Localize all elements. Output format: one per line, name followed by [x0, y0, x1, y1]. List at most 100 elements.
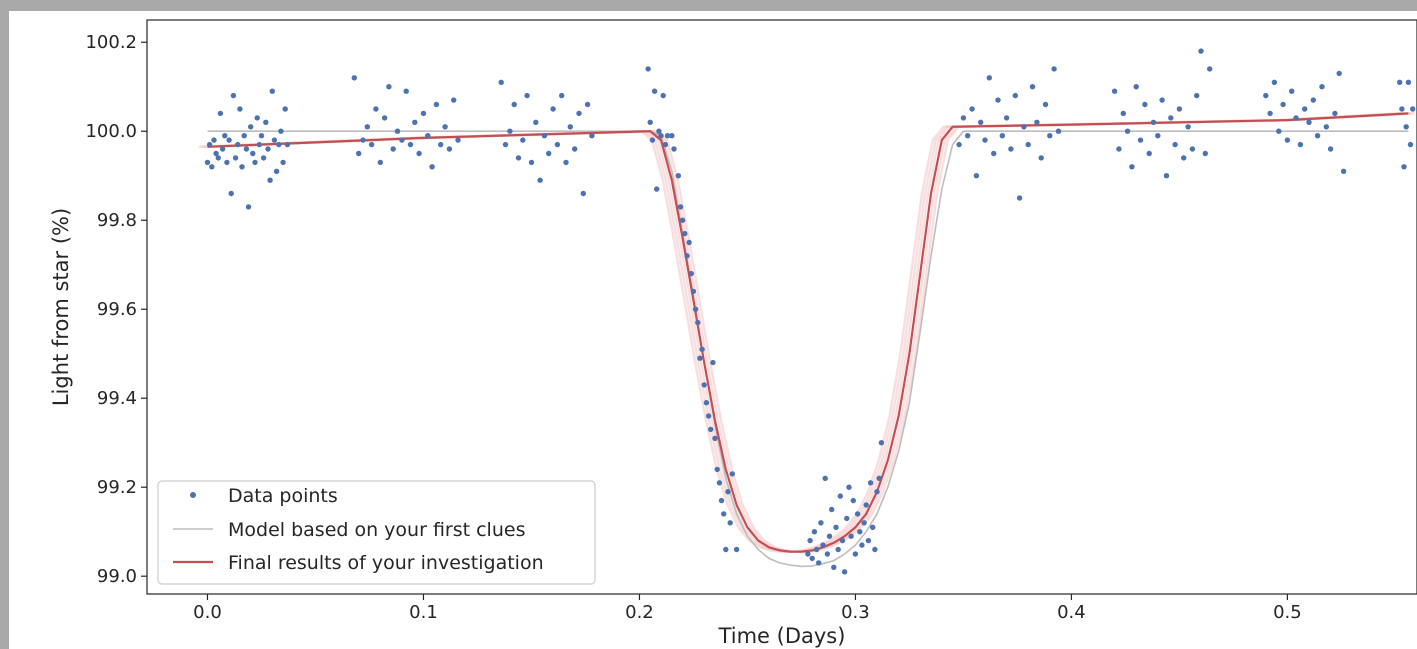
data-point [407, 141, 414, 148]
data-point [1038, 155, 1044, 161]
x-axis-ticks: 0.0 0.1 0.2 0.3 0.4 0.5 [193, 594, 1302, 623]
data-point [230, 92, 237, 99]
data-point [705, 413, 712, 419]
data-point [649, 137, 656, 143]
data-point [1008, 146, 1014, 152]
data-point [850, 497, 856, 504]
data-point [280, 159, 286, 166]
data-point [960, 115, 967, 121]
data-point [658, 133, 664, 139]
x-tick-label: 0.3 [841, 602, 870, 623]
data-point [271, 137, 278, 143]
data-point [507, 128, 513, 134]
data-point [811, 529, 818, 535]
data-point [1172, 141, 1178, 148]
data-point [498, 79, 504, 86]
data-point [511, 101, 517, 108]
data-point [647, 119, 653, 126]
data-point [813, 546, 820, 553]
data-point [1185, 124, 1191, 130]
data-point [718, 497, 725, 504]
data-point [1142, 101, 1148, 108]
data-point [1327, 146, 1334, 152]
data-point [1189, 146, 1196, 152]
data-point [537, 177, 543, 183]
data-point [258, 133, 265, 139]
data-point [1297, 141, 1304, 148]
data-point [256, 141, 262, 148]
data-point [861, 520, 867, 526]
data-point [956, 141, 962, 148]
data-point [969, 106, 975, 112]
legend-box [157, 480, 596, 585]
data-point [1034, 119, 1040, 126]
x-tick-label: 0.4 [1057, 602, 1086, 623]
data-point [835, 546, 841, 553]
data-point [833, 524, 839, 530]
data-point [876, 475, 882, 481]
data-point [1129, 164, 1135, 170]
data-point [1051, 66, 1057, 72]
data-point [1267, 110, 1273, 117]
legend-entry-label: Final results of your investigation [228, 552, 544, 574]
data-point [1289, 88, 1295, 94]
data-point [273, 168, 280, 174]
data-point [820, 542, 826, 548]
data-point [1181, 155, 1187, 161]
data-point [1319, 84, 1325, 90]
data-point [682, 230, 688, 237]
data-point [394, 128, 401, 134]
data-point [1263, 92, 1269, 99]
data-point [1047, 133, 1053, 139]
data-point [1403, 124, 1409, 130]
data-point [576, 110, 582, 117]
data-point [265, 146, 271, 152]
data-point [373, 106, 379, 112]
data-point [716, 480, 723, 486]
data-point [841, 569, 848, 575]
data-point [1340, 168, 1347, 174]
data-point [1314, 133, 1321, 139]
data-point [243, 146, 250, 152]
data-point [664, 133, 671, 139]
data-point [215, 155, 221, 161]
data-point [1021, 124, 1027, 130]
data-point [563, 159, 569, 166]
data-point [852, 551, 859, 557]
data-point [433, 101, 440, 108]
data-point [727, 520, 733, 526]
data-point [1194, 92, 1200, 99]
data-point [846, 484, 852, 490]
data-point [1029, 84, 1036, 90]
data-point-layer [204, 48, 1416, 575]
data-point [412, 119, 418, 126]
data-point [692, 306, 699, 312]
data-point [232, 155, 239, 161]
data-point [219, 146, 226, 152]
data-point [710, 359, 716, 366]
data-point [235, 141, 241, 148]
data-point [213, 150, 219, 157]
data-point [524, 92, 530, 99]
data-point [282, 106, 288, 112]
data-point [1150, 119, 1157, 126]
data-point [1120, 110, 1127, 117]
data-point [420, 110, 427, 117]
data-point [1293, 115, 1299, 121]
y-tick-label: 99.8 [97, 210, 137, 231]
y-tick-label: 99.6 [97, 299, 137, 320]
data-point [442, 124, 448, 130]
data-point [712, 435, 718, 441]
data-point [381, 115, 388, 121]
data-point [965, 133, 971, 139]
data-point [364, 124, 370, 130]
data-point [502, 141, 509, 148]
data-point [1124, 128, 1131, 134]
data-point [250, 150, 256, 157]
data-point [1111, 88, 1118, 94]
data-point [263, 119, 269, 126]
data-point [723, 546, 729, 553]
y-tick-label: 99.0 [97, 566, 137, 587]
data-point [572, 146, 578, 152]
data-point [697, 355, 703, 361]
